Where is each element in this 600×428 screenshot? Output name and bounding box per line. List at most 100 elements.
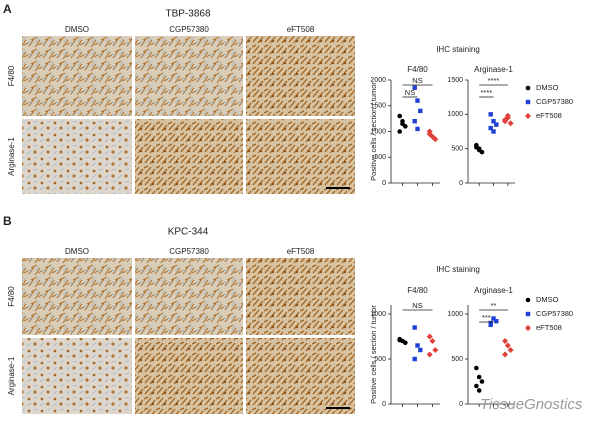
- dot: [507, 347, 514, 353]
- y-tick-label: 1000: [447, 111, 463, 118]
- dot: [426, 333, 433, 340]
- y-tick-label: 0: [459, 180, 463, 187]
- column-header: DMSO: [65, 25, 89, 34]
- dot: [403, 340, 408, 346]
- row-label: Arginase-1: [7, 137, 16, 176]
- micrograph: [246, 119, 355, 194]
- micrograph: [135, 338, 243, 414]
- dot: [502, 351, 509, 358]
- dot: [491, 129, 496, 134]
- y-tick-label: 1500: [370, 103, 386, 110]
- row-label: F4/80: [7, 286, 16, 307]
- dot: [479, 379, 485, 384]
- dot: [418, 347, 423, 353]
- panel-label: A: [3, 2, 12, 16]
- y-tick-label: 1000: [370, 128, 386, 135]
- dot: [426, 351, 433, 358]
- y-tick-label: 2000: [370, 77, 386, 84]
- dot: [415, 126, 420, 132]
- y-tick-label: 500: [374, 154, 386, 161]
- y-tick-label: 500: [451, 356, 463, 363]
- micrograph: [22, 338, 132, 414]
- legend-label: CGP57380: [536, 97, 573, 106]
- panel-label: B: [3, 214, 12, 228]
- dot: [476, 374, 482, 380]
- y-tick-label: 0: [382, 180, 386, 187]
- significance-label: ****: [480, 88, 492, 97]
- significance-label: ***: [482, 313, 491, 322]
- y-tick-label: 1000: [447, 311, 463, 318]
- chart-title: Arginase-1: [474, 65, 513, 74]
- dot: [412, 356, 417, 362]
- dot: [504, 112, 511, 119]
- chart-title: F4/80: [407, 286, 428, 295]
- dot: [412, 85, 417, 90]
- dot: [432, 347, 439, 353]
- dot: [491, 316, 496, 321]
- dot: [525, 297, 531, 303]
- dot: [502, 338, 509, 344]
- watermark: TissueGnostics: [480, 396, 583, 413]
- y-tick-label: 500: [374, 356, 386, 363]
- legend-label: DMSO: [536, 295, 559, 304]
- dot: [525, 325, 531, 331]
- dot: [525, 113, 531, 119]
- micrograph: [135, 258, 243, 335]
- dot: [488, 112, 493, 117]
- dot: [415, 98, 420, 103]
- chart-title: F4/80: [407, 65, 428, 74]
- legend-label: eFT508: [536, 111, 562, 120]
- dot: [525, 99, 531, 105]
- dot: [525, 85, 531, 91]
- chart-heading: IHC staining: [436, 45, 480, 54]
- significance-label: NS: [412, 301, 422, 310]
- y-axis-label: Positive cells / section / tumor: [369, 305, 378, 404]
- dot: [494, 122, 499, 127]
- panel-title: TBP-3868: [165, 9, 210, 20]
- micrograph: [246, 258, 355, 335]
- significance-label: NS: [405, 88, 415, 97]
- dot: [412, 119, 417, 124]
- dot: [488, 125, 493, 131]
- dot: [507, 120, 514, 127]
- column-header: eFT508: [287, 247, 315, 256]
- legend-label: DMSO: [536, 83, 559, 92]
- y-tick-label: 0: [382, 401, 386, 408]
- dot: [418, 108, 423, 114]
- dot: [476, 147, 482, 153]
- row-label: Arginase-1: [7, 356, 16, 395]
- dot: [426, 131, 433, 138]
- dot: [429, 338, 436, 344]
- dot: [476, 388, 482, 393]
- column-header: CGP57380: [169, 247, 209, 256]
- significance-label: NS: [412, 76, 422, 85]
- dot: [502, 116, 509, 123]
- significance-label: **: [491, 301, 497, 310]
- dot: [432, 136, 439, 143]
- y-tick-label: 500: [451, 146, 463, 153]
- dot: [474, 365, 479, 371]
- dot: [488, 322, 493, 327]
- legend-label: eFT508: [536, 323, 562, 332]
- micrograph: [22, 258, 132, 335]
- row-label: F4/80: [7, 65, 16, 86]
- dot: [397, 113, 403, 119]
- column-header: eFT508: [287, 25, 315, 34]
- dot: [415, 343, 420, 348]
- y-tick-label: 1000: [370, 311, 386, 318]
- column-header: DMSO: [65, 247, 89, 256]
- micrograph: [22, 119, 132, 194]
- dot: [525, 311, 531, 317]
- dot: [412, 325, 417, 330]
- y-axis-label: Positive cells / section / tumor: [369, 82, 378, 181]
- dot: [491, 119, 496, 124]
- micrograph: [246, 36, 355, 116]
- significance-label: ****: [488, 76, 500, 85]
- chart-heading: IHC staining: [436, 265, 480, 274]
- column-header: CGP57380: [169, 25, 209, 34]
- dot: [400, 121, 405, 127]
- y-tick-label: 0: [459, 401, 463, 408]
- micrograph: [135, 36, 243, 116]
- legend-label: CGP57380: [536, 309, 573, 318]
